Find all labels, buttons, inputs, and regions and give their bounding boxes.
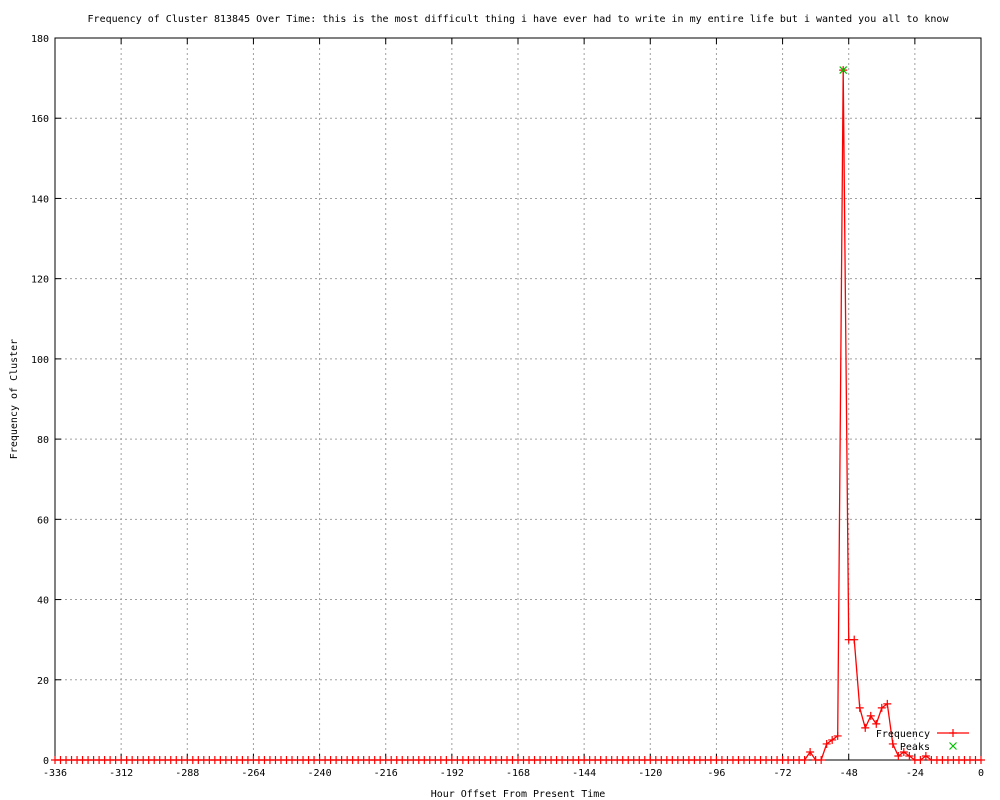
x-tick-label: -336: [43, 768, 67, 779]
x-tick-label: -24: [906, 768, 924, 779]
frequency-point: [850, 635, 859, 644]
frequency-point: [828, 735, 837, 744]
y-tick-label: 120: [31, 275, 49, 286]
frequency-point: [833, 731, 842, 740]
frequency-point: [806, 747, 815, 756]
x-tick-label: -96: [707, 768, 725, 779]
x-tick-label: -240: [308, 768, 332, 779]
y-tick-label: 60: [37, 515, 49, 526]
legend-marker-frequency: [949, 729, 957, 737]
x-tick-label: -72: [774, 768, 792, 779]
frequency-point: [894, 751, 903, 760]
frequency-point: [916, 756, 925, 764]
x-tick-label: -216: [374, 768, 398, 779]
x-tick-label: -264: [241, 768, 265, 779]
x-tick-label: -144: [572, 768, 596, 779]
frequency-point: [861, 723, 870, 732]
legend: Frequency Peaks: [876, 729, 969, 753]
x-tick-label: -312: [109, 768, 133, 779]
peak-point: [839, 66, 848, 75]
chart-title: Frequency of Cluster 813845 Over Time: t…: [88, 14, 950, 25]
frequency-point: [977, 756, 985, 764]
frequency-point: [817, 756, 826, 764]
x-tick-label: -192: [440, 768, 464, 779]
frequency-point: [905, 751, 914, 760]
series-layer: [51, 66, 985, 764]
frequency-point: [855, 703, 864, 712]
frequency-point: [800, 756, 809, 764]
legend-label-peaks: Peaks: [900, 742, 930, 753]
y-tick-label: 0: [43, 756, 49, 767]
grid: [55, 38, 981, 760]
y-tick-label: 20: [37, 676, 49, 687]
frequency-point: [888, 739, 897, 748]
x-tick-label: -288: [175, 768, 199, 779]
frequency-point: [822, 739, 831, 748]
frequency-point: [883, 699, 892, 708]
frequency-point: [877, 703, 886, 712]
y-axis-label: Frequency of Cluster: [9, 339, 20, 459]
y-tick-label: 40: [37, 596, 49, 607]
frequency-point: [866, 711, 875, 720]
legend-label-frequency: Frequency: [876, 729, 930, 740]
x-tick-label: -168: [506, 768, 530, 779]
x-tick-label: -120: [638, 768, 662, 779]
y-tick-label: 180: [31, 34, 49, 45]
frequency-point: [899, 747, 908, 756]
frequency-point: [921, 751, 930, 760]
x-axis-label: Hour Offset From Present Time: [431, 789, 606, 800]
x-tick-label: -48: [840, 768, 858, 779]
y-tick-label: 140: [31, 194, 49, 205]
y-tick-label: 100: [31, 355, 49, 366]
y-tick-label: 160: [31, 114, 49, 125]
frequency-point: [872, 719, 881, 728]
x-tick-label: 0: [978, 768, 984, 779]
y-tick-label: 80: [37, 435, 49, 446]
legend-marker-peaks: [949, 742, 957, 750]
